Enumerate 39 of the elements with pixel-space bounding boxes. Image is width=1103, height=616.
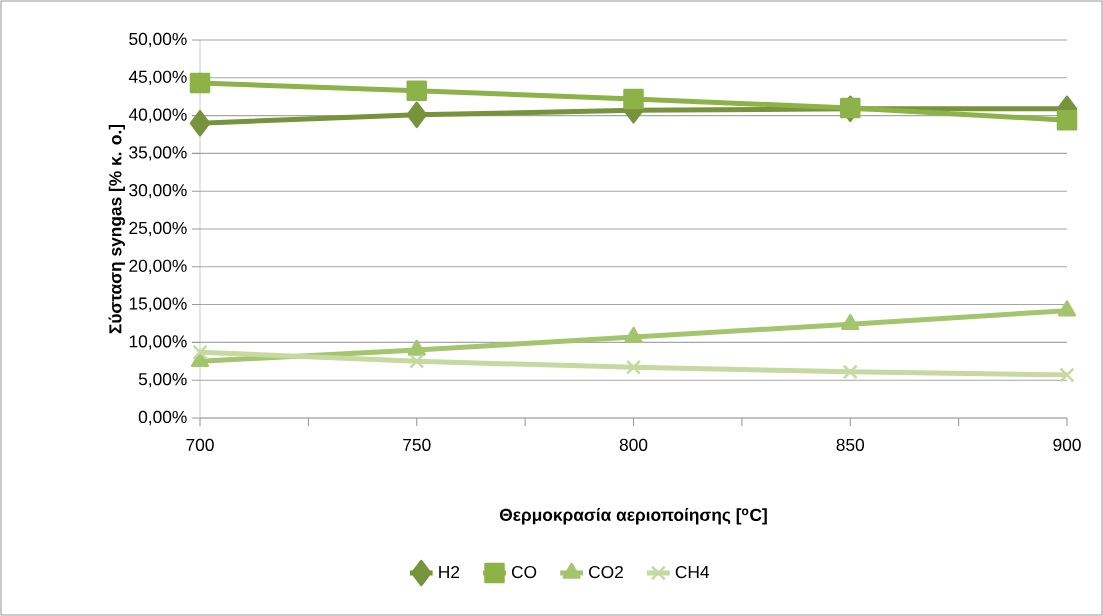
y-tick-label: 30,00% (129, 184, 187, 199)
y-tick-label: 15,00% (129, 297, 187, 312)
point (625, 359, 642, 375)
point (407, 339, 426, 356)
point (406, 80, 427, 101)
y-tick-label: 50,00% (129, 32, 187, 48)
legend-label: CO (511, 565, 537, 579)
point (1057, 300, 1077, 317)
y-tick-label: 10,00% (129, 335, 187, 350)
point (842, 364, 858, 380)
y-tick-label: 45,00% (128, 70, 187, 85)
x-axis-title: Θερμοκρασία αεριοποίησης [$^{o}$C] (499, 508, 767, 525)
point (623, 88, 644, 110)
y-tick-label: 40,00% (128, 108, 187, 123)
y-tick-label: 35,00% (129, 146, 187, 161)
y-axis-title: Σύσταση syngas [% κ. ο.] (108, 124, 126, 334)
point (406, 101, 427, 129)
point (840, 97, 861, 119)
legend-label: CO2 (589, 565, 623, 579)
point (1059, 367, 1075, 383)
point (189, 72, 211, 94)
point (409, 353, 425, 369)
legend-label: CH4 (675, 565, 710, 579)
x-tick-label: 750 (403, 438, 431, 451)
point (190, 351, 210, 368)
y-tick-label: 0,00% (138, 410, 187, 426)
point (192, 344, 208, 360)
x-tick-label: 700 (186, 438, 214, 451)
y-tick-label: 20,00% (129, 259, 187, 274)
x-tick-label: 850 (836, 438, 865, 451)
point (841, 314, 860, 330)
legend-label: H2 (439, 565, 460, 579)
x-tick-label: 900 (1053, 438, 1081, 451)
point (1056, 109, 1078, 131)
point (189, 109, 211, 137)
x-tick-label: 800 (619, 438, 648, 451)
y-tick-label: 5,00% (138, 373, 187, 388)
y-tick-label: 25,00% (129, 221, 187, 237)
point (624, 326, 643, 343)
